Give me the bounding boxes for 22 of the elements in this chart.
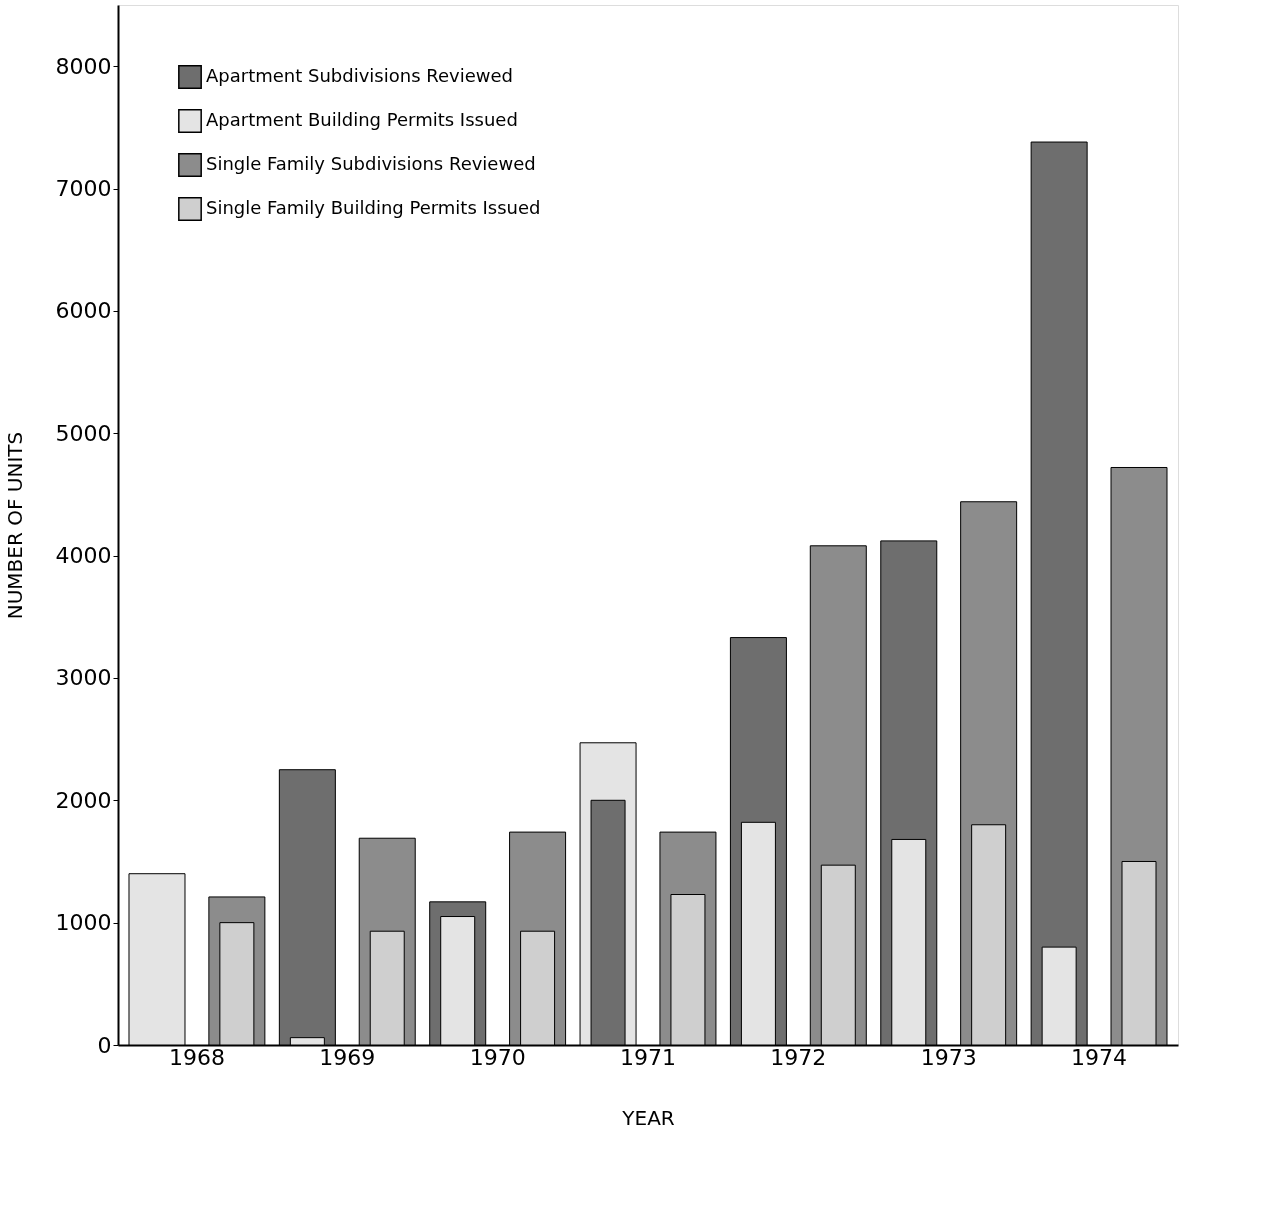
x-tick-label: 1969 — [319, 1044, 376, 1070]
y-tick-label: 0 — [97, 1032, 112, 1058]
x-tick-label: 1973 — [920, 1044, 977, 1070]
y-tick-label: 6000 — [55, 298, 112, 324]
y-tick-label: 1000 — [55, 910, 112, 936]
y-axis-title: NUMBER OF UNITS — [2, 431, 27, 620]
y-tick-label: 8000 — [55, 53, 112, 79]
legend-label: Apartment Subdivisions Reviewed — [206, 65, 513, 86]
legend-label: Single Family Subdivisions Reviewed — [206, 153, 536, 174]
y-tick-label: 7000 — [55, 176, 112, 202]
y-tick-label: 4000 — [55, 543, 112, 569]
legend-label: Single Family Building Permits Issued — [206, 197, 541, 218]
x-tick-label: 1970 — [469, 1044, 526, 1070]
x-tick-label: 1971 — [620, 1044, 676, 1070]
y-tick-label: 5000 — [55, 420, 112, 446]
x-tick-label: 1974 — [1071, 1044, 1128, 1070]
x-axis-title: YEAR — [621, 1105, 675, 1130]
legend-label: Apartment Building Permits Issued — [206, 109, 518, 130]
y-tick-label: 2000 — [55, 787, 112, 813]
x-tick-label: 1968 — [168, 1044, 225, 1070]
x-tick-label: 1972 — [770, 1044, 827, 1070]
y-tick-label: 3000 — [55, 665, 112, 691]
